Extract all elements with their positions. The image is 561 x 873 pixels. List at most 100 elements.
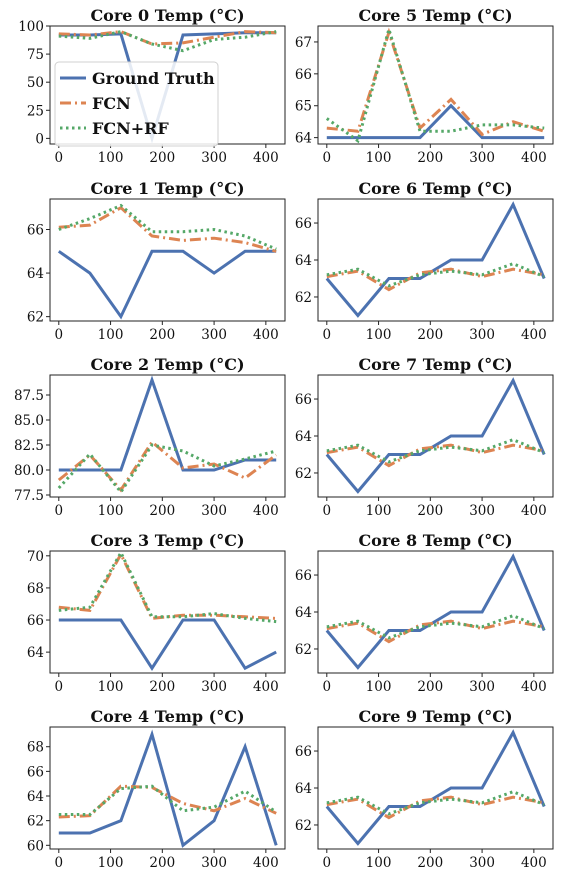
y-tick-label: 66 xyxy=(27,223,44,239)
panel-title: Core 0 Temp (°C) xyxy=(90,6,244,25)
x-tick-label: 400 xyxy=(521,327,547,343)
x-tick-label: 200 xyxy=(149,503,175,519)
panel-9: Core 4 Temp (°C) 0 100 200 300 400 60 62 64 66 68 xyxy=(27,707,286,871)
panel-title: Core 7 Temp (°C) xyxy=(358,355,512,374)
y-tick-label: 66 xyxy=(295,216,312,232)
y-tick-label: 68 xyxy=(27,740,44,756)
x-tick-label: 100 xyxy=(366,150,392,166)
y-tick-label: 66 xyxy=(27,613,44,629)
panel-4: Core 6 Temp (°C) 0 100 200 300 400 62 64 66 xyxy=(295,179,554,343)
y-tick-label: 62 xyxy=(295,818,312,834)
y-tick-label: 64 xyxy=(295,429,312,445)
y-tick-label: 25 xyxy=(27,103,44,119)
series-line-ground-truth xyxy=(57,249,277,320)
y-tick-label: 0 xyxy=(35,131,44,147)
series-line-fcn-rf xyxy=(57,443,277,495)
y-tick-label: 70 xyxy=(27,549,44,565)
series-line-fcn-rf xyxy=(58,30,277,53)
series-line-ground-truth xyxy=(326,103,545,140)
x-tick-label: 400 xyxy=(253,855,279,869)
y-tick-label: 66 xyxy=(295,67,312,83)
x-tick-label: 400 xyxy=(253,150,279,166)
x-tick-label: 300 xyxy=(469,679,495,695)
series-line-fcn xyxy=(58,30,277,46)
series-line-fcn xyxy=(58,205,277,253)
series-line-fcn xyxy=(326,27,545,137)
y-tick-label: 80.0 xyxy=(14,463,44,479)
series-line-fcn-rf xyxy=(326,790,545,816)
panel-frame xyxy=(317,198,554,322)
series-line-fcn-rf xyxy=(58,203,277,251)
y-tick-label: 67 xyxy=(295,35,312,51)
panel-title: Core 5 Temp (°C) xyxy=(358,6,512,25)
series-line-fcn xyxy=(326,267,545,292)
series-line-ground-truth xyxy=(325,729,546,846)
series-line-fcn xyxy=(326,795,545,820)
y-tick-label: 62 xyxy=(295,642,312,658)
y-tick-label: 77.5 xyxy=(14,488,44,504)
y-tick-label: 85.0 xyxy=(14,413,44,429)
panel-frame xyxy=(49,550,286,674)
panel-frame xyxy=(317,374,554,498)
y-tick-label: 100 xyxy=(18,19,44,35)
x-tick-label: 300 xyxy=(201,150,227,166)
y-tick-label: 62 xyxy=(295,290,312,306)
x-tick-label: 400 xyxy=(521,679,547,695)
panel-frame xyxy=(317,550,554,674)
panel-title: Core 8 Temp (°C) xyxy=(358,531,512,550)
y-tick-label: 64 xyxy=(27,645,44,661)
x-tick-label: 200 xyxy=(149,150,175,166)
y-tick-label: 64 xyxy=(295,605,312,621)
series-line-fcn-rf xyxy=(326,614,545,640)
x-tick-label: 200 xyxy=(149,855,175,869)
x-tick-label: 400 xyxy=(521,855,547,869)
legend-entry: FCN xyxy=(92,94,131,113)
x-tick-label: 100 xyxy=(98,679,124,695)
x-tick-label: 300 xyxy=(469,150,495,166)
x-tick-label: 0 xyxy=(323,503,332,519)
panel-title: Core 9 Temp (°C) xyxy=(358,707,512,726)
panel-3: Core 1 Temp (°C) 0 100 200 300 400 62 64 66 xyxy=(27,179,286,343)
series-line-ground-truth xyxy=(325,377,546,494)
panel-frame xyxy=(49,374,286,498)
x-tick-label: 0 xyxy=(55,327,64,343)
series-line-fcn xyxy=(58,784,277,819)
legend: Ground Truth FCN FCN+RF xyxy=(54,61,219,147)
y-tick-label: 64 xyxy=(295,131,312,147)
series-line-fcn-rf xyxy=(325,23,545,144)
y-tick-label: 60 xyxy=(27,838,44,854)
y-tick-label: 65 xyxy=(295,99,312,115)
series-line-fcn xyxy=(326,443,545,468)
x-tick-label: 100 xyxy=(98,503,124,519)
legend-entry: FCN+RF xyxy=(92,119,169,138)
x-tick-label: 200 xyxy=(417,327,443,343)
x-tick-label: 300 xyxy=(201,855,227,869)
x-tick-label: 100 xyxy=(98,150,124,166)
y-tick-label: 68 xyxy=(27,581,44,597)
panel-2: Core 5 Temp (°C) 0 100 200 300 400 64 65 66 67 xyxy=(295,6,554,166)
panel-10: Core 9 Temp (°C) 0 100 200 300 400 62 64 66 xyxy=(295,707,554,871)
y-tick-label: 66 xyxy=(295,744,312,760)
x-tick-label: 0 xyxy=(323,855,332,869)
series-line-ground-truth xyxy=(58,375,277,472)
x-tick-label: 400 xyxy=(253,679,279,695)
y-tick-label: 64 xyxy=(295,253,312,269)
x-tick-label: 100 xyxy=(366,503,392,519)
x-tick-label: 0 xyxy=(323,679,332,695)
y-tick-label: 64 xyxy=(27,266,44,282)
panel-7: Core 3 Temp (°C) 0 100 200 300 400 64 66 68 70 xyxy=(27,531,286,695)
y-tick-label: 66 xyxy=(27,764,44,780)
y-tick-label: 75 xyxy=(27,47,44,63)
x-tick-label: 200 xyxy=(149,679,175,695)
y-tick-label: 66 xyxy=(295,392,312,408)
x-tick-label: 200 xyxy=(417,679,443,695)
panel-title: Core 2 Temp (°C) xyxy=(90,355,244,374)
x-tick-label: 200 xyxy=(149,327,175,343)
x-tick-label: 0 xyxy=(323,327,332,343)
panel-8: Core 8 Temp (°C) 0 100 200 300 400 62 64 66 xyxy=(295,531,554,695)
panel-title: Core 3 Temp (°C) xyxy=(90,531,244,550)
x-tick-label: 200 xyxy=(417,855,443,869)
x-tick-label: 100 xyxy=(98,855,124,869)
y-tick-label: 82.5 xyxy=(14,438,44,454)
panel-frame xyxy=(317,726,554,850)
